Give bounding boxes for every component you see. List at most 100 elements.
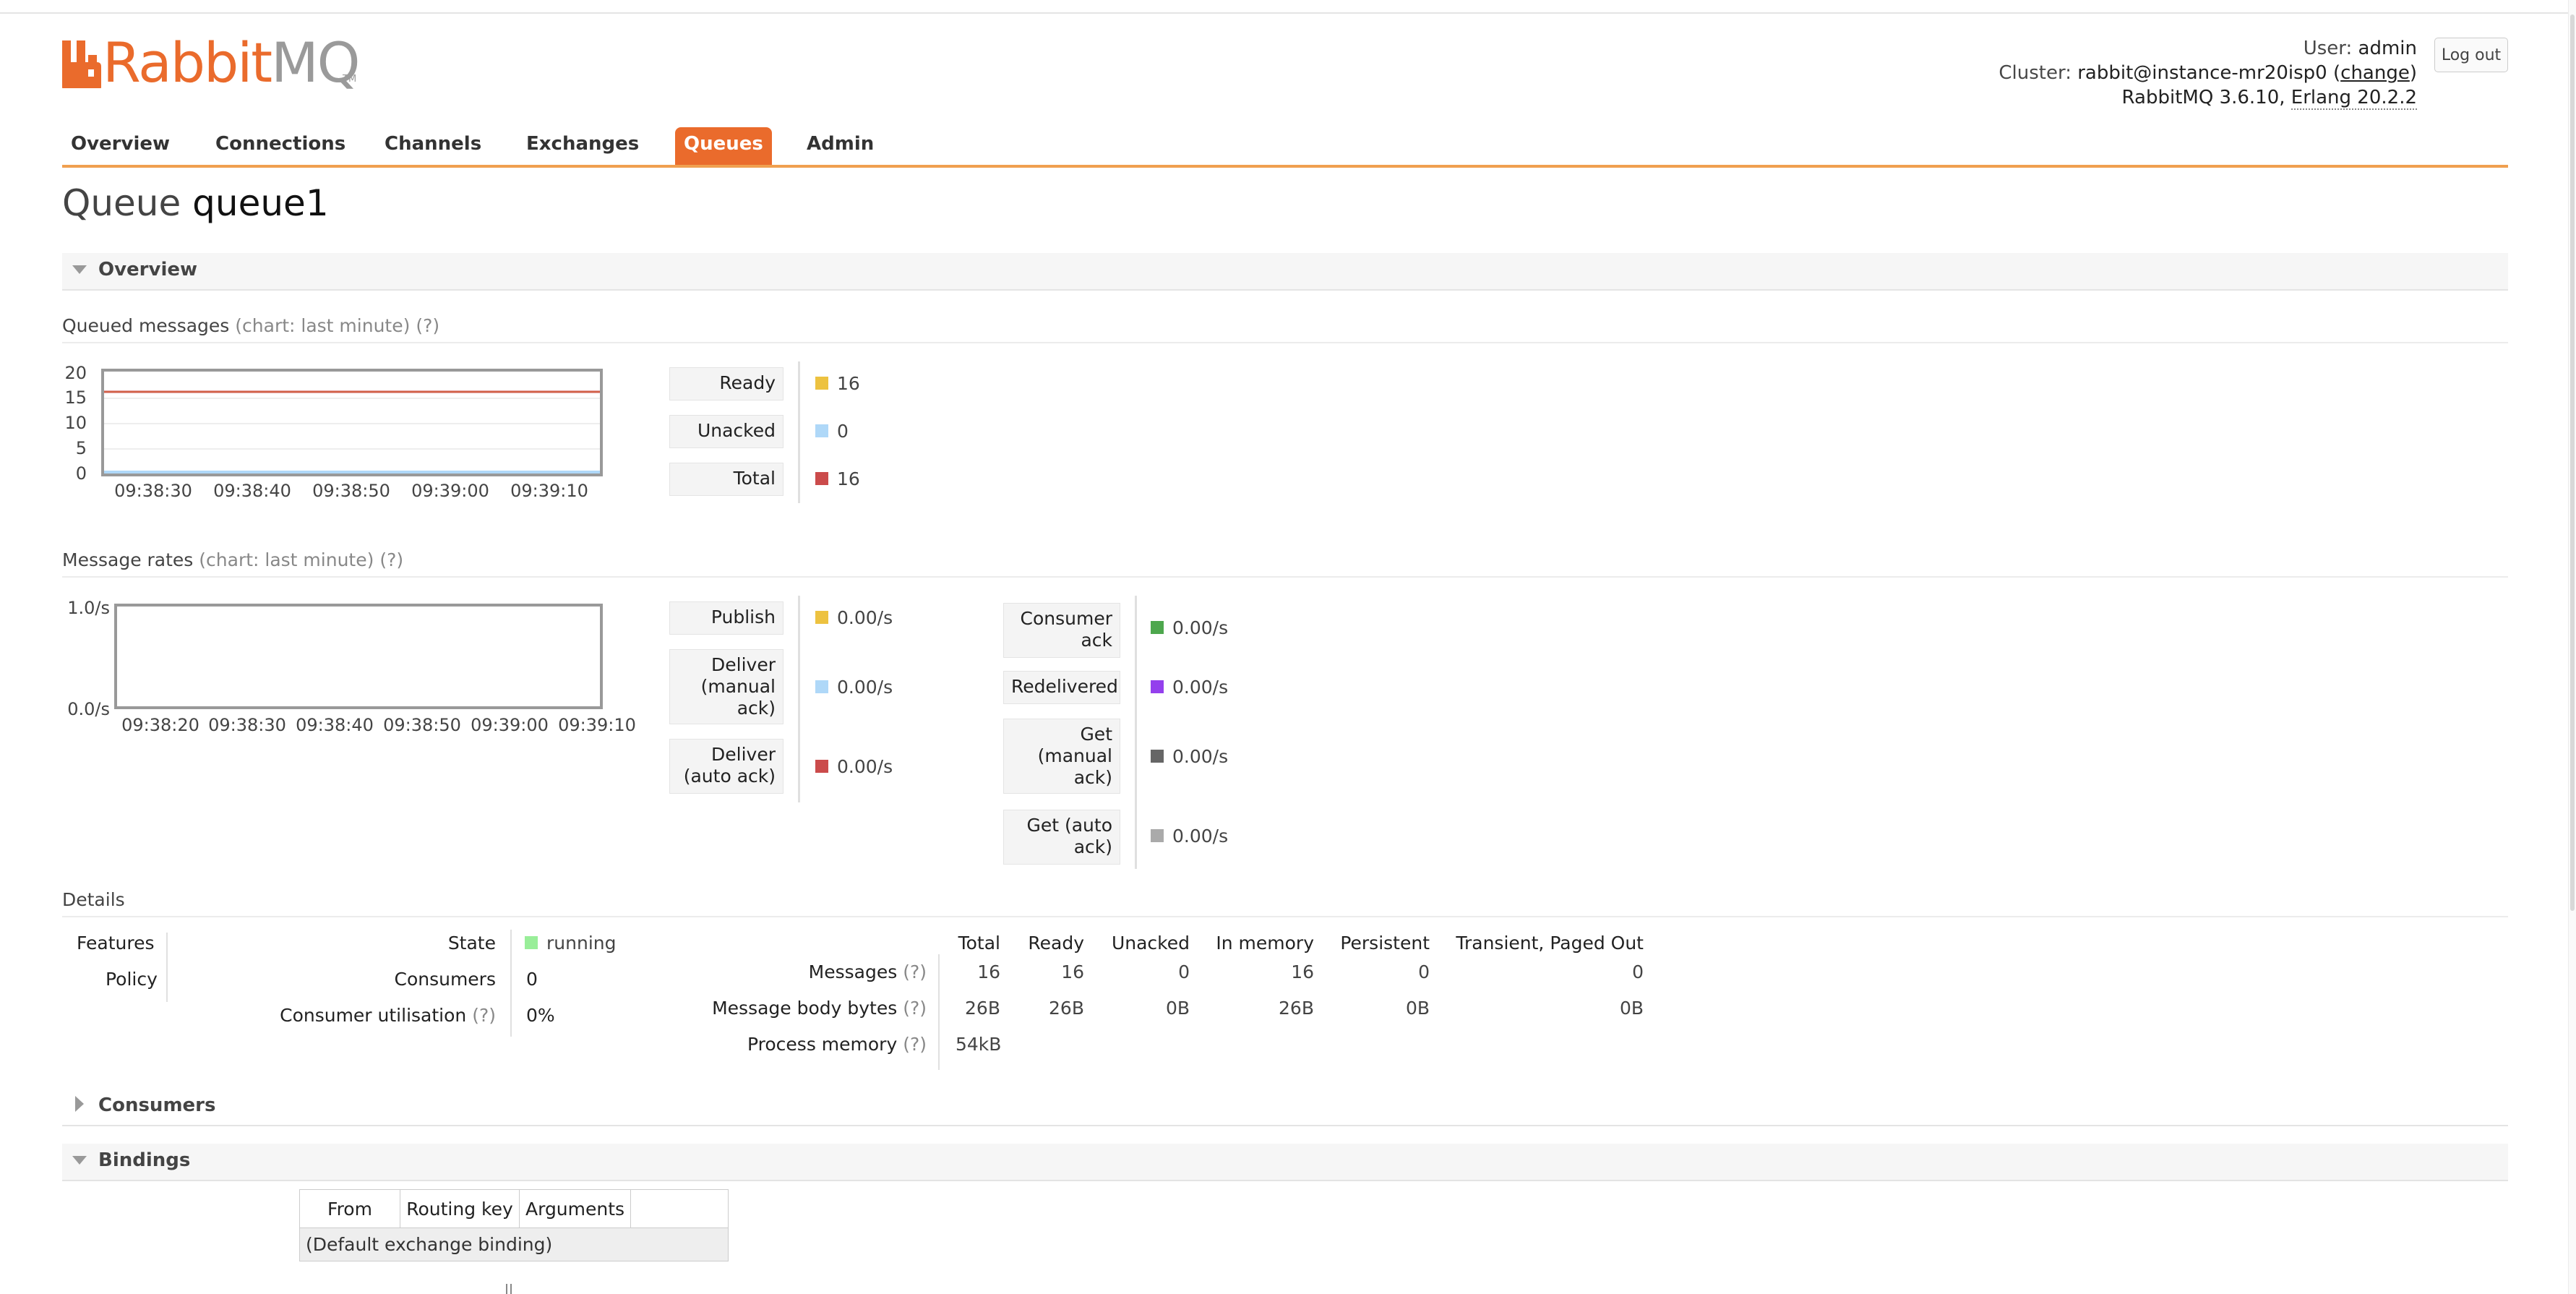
legend-get-auto-value: 0.00/s <box>1151 826 1228 847</box>
col-in-memory: In memory <box>1216 933 1314 954</box>
bytes-persistent: 0B <box>1405 998 1430 1019</box>
overview-section-toggle[interactable]: Overview <box>62 253 2508 291</box>
consumers-section-toggle[interactable]: Consumers <box>62 1089 2508 1126</box>
legend-deliver-manual-label: Deliver (manual ack) <box>669 649 783 724</box>
version-line: RabbitMQ 3.6.10, Erlang 20.2.2 <box>1998 85 2417 110</box>
messages-ready: 16 <box>1061 961 1084 982</box>
legend-get-manual-label: Get (manual ack) <box>1003 719 1120 794</box>
process-memory-label: Process memory (?) <box>747 1034 927 1055</box>
tab-queues[interactable]: Queues <box>675 127 772 165</box>
legend-get-manual-value: 0.00/s <box>1151 746 1228 767</box>
body-bytes-label: Message body bytes (?) <box>712 998 927 1019</box>
process-memory-value: 54kB <box>956 1034 1002 1055</box>
bytes-in-memory: 26B <box>1279 998 1314 1019</box>
queued-messages-heading: Queued messages (chart: last minute) (?) <box>62 315 2508 343</box>
consumers-label: Consumers <box>394 969 496 990</box>
col-ready: Ready <box>1028 933 1084 954</box>
x-tick-label: 09:38:30 <box>114 481 192 501</box>
legend-redelivered-label: Redelivered <box>1003 671 1120 704</box>
bindings-section-toggle[interactable]: Bindings <box>62 1144 2508 1181</box>
consumers-value: 0 <box>526 969 538 990</box>
help-icon[interactable]: (?) <box>903 998 927 1019</box>
legend-total-value: 16 <box>815 468 860 489</box>
y-tick-label: 20 <box>64 363 87 383</box>
version-text: RabbitMQ 3.6.10, <box>2121 87 2285 108</box>
tab-admin[interactable]: Admin <box>807 133 875 155</box>
col-routing-key: Routing key <box>400 1189 520 1228</box>
logo-text: RabbitMQ <box>103 30 361 95</box>
legend-consumer-ack-value: 0.00/s <box>1151 617 1228 638</box>
message-rates-heading: Message rates (chart: last minute) (?) <box>62 549 2508 578</box>
logo-trademark: TM <box>343 74 357 85</box>
chart-hint: (chart: last minute) <box>235 315 411 336</box>
tab-overview[interactable]: Overview <box>71 133 171 155</box>
tab-connections[interactable]: Connections <box>215 133 346 155</box>
overview-section-label: Overview <box>98 259 198 280</box>
bindings-section-label: Bindings <box>98 1149 191 1171</box>
user-line: User: admin <box>1998 36 2417 61</box>
col-persistent: Persistent <box>1340 933 1430 954</box>
help-icon[interactable]: (?) <box>903 1034 927 1055</box>
messages-persistent: 0 <box>1418 961 1430 982</box>
help-icon[interactable]: (?) <box>416 315 440 336</box>
help-icon[interactable]: (?) <box>903 961 927 982</box>
ready-swatch <box>815 377 828 390</box>
logo-rabbit-text: Rabbit <box>103 30 272 95</box>
legend-redelivered-value: 0.00/s <box>1151 677 1228 698</box>
x-tick-label: 09:39:00 <box>471 715 549 735</box>
utilisation-value: 0% <box>526 1005 555 1026</box>
top-border <box>0 12 2576 14</box>
x-tick-label: 09:39:10 <box>510 481 588 501</box>
total-swatch <box>815 472 828 485</box>
y-tick-label: 1.0/s <box>67 598 110 618</box>
logo-mq-text: MQ <box>271 30 360 95</box>
y-tick-label: 0.0/s <box>67 699 110 719</box>
y-tick-label: 10 <box>64 413 87 433</box>
features-label: Features <box>77 933 155 954</box>
queued-messages-chart: 20 15 10 5 0 09:38:30 09:38:40 09:38:50 … <box>64 363 603 501</box>
messages-total: 16 <box>977 961 1000 982</box>
vertical-scrollbar[interactable] <box>2568 0 2576 1294</box>
col-total: Total <box>958 933 1000 954</box>
tab-exchanges[interactable]: Exchanges <box>526 133 640 155</box>
col-arguments: Arguments <box>518 1189 632 1228</box>
erlang-version[interactable]: Erlang 20.2.2 <box>2291 87 2417 110</box>
col-unacked: Unacked <box>1111 933 1190 954</box>
messages-transient: 0 <box>1632 961 1644 982</box>
col-actions <box>630 1189 729 1228</box>
cluster-label: Cluster: <box>1998 62 2071 84</box>
bindings-table: From Routing key Arguments (Default exch… <box>299 1189 729 1261</box>
user-label: User: <box>2303 38 2353 59</box>
help-icon[interactable]: (?) <box>472 1005 496 1026</box>
chevron-down-icon <box>72 1156 87 1165</box>
help-icon[interactable]: (?) <box>379 549 404 570</box>
legend-ready-value: 16 <box>815 373 860 394</box>
bytes-unacked: 0B <box>1165 998 1190 1019</box>
y-tick-label: 15 <box>64 387 87 408</box>
queue-name: queue1 <box>192 182 329 224</box>
bytes-transient: 0B <box>1619 998 1644 1019</box>
change-cluster-link[interactable]: change <box>2340 62 2410 84</box>
logout-button[interactable]: Log out <box>2434 38 2508 72</box>
legend-total-label: Total <box>669 463 783 496</box>
policy-label: Policy <box>106 969 158 990</box>
legend-deliver-auto-value: 0.00/s <box>815 756 893 777</box>
x-tick-label: 09:38:40 <box>213 481 291 501</box>
scrollbar-thumb[interactable] <box>2570 14 2575 911</box>
main-nav: Overview Connections Channels Exchanges … <box>62 127 2508 168</box>
table-row: (Default exchange binding) <box>299 1227 729 1261</box>
chevron-down-icon <box>72 265 87 274</box>
user-value: admin <box>2358 38 2417 59</box>
legend-unacked-label: Unacked <box>669 415 783 448</box>
bytes-ready: 26B <box>1049 998 1084 1019</box>
legend-publish-label: Publish <box>669 601 783 635</box>
default-binding-cell: (Default exchange binding) <box>299 1227 729 1261</box>
legend-get-auto-label: Get (auto ack) <box>1003 810 1120 865</box>
tab-channels[interactable]: Channels <box>385 133 482 155</box>
bytes-total: 26B <box>965 998 1000 1019</box>
y-tick-label: 5 <box>76 438 87 458</box>
bindings-header-row: From Routing key Arguments <box>299 1189 729 1228</box>
consumers-section-label: Consumers <box>98 1094 216 1116</box>
rabbitmq-logo-icon <box>62 40 101 88</box>
scroll-resize-handle <box>506 1284 512 1294</box>
